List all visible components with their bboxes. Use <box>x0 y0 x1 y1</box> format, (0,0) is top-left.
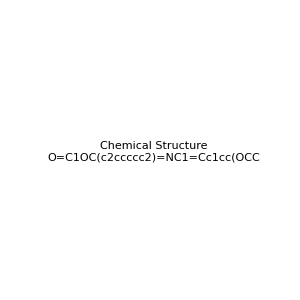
Text: Chemical Structure
O=C1OC(c2ccccc2)=NC1=Cc1cc(OCC: Chemical Structure O=C1OC(c2ccccc2)=NC1=… <box>47 141 260 162</box>
